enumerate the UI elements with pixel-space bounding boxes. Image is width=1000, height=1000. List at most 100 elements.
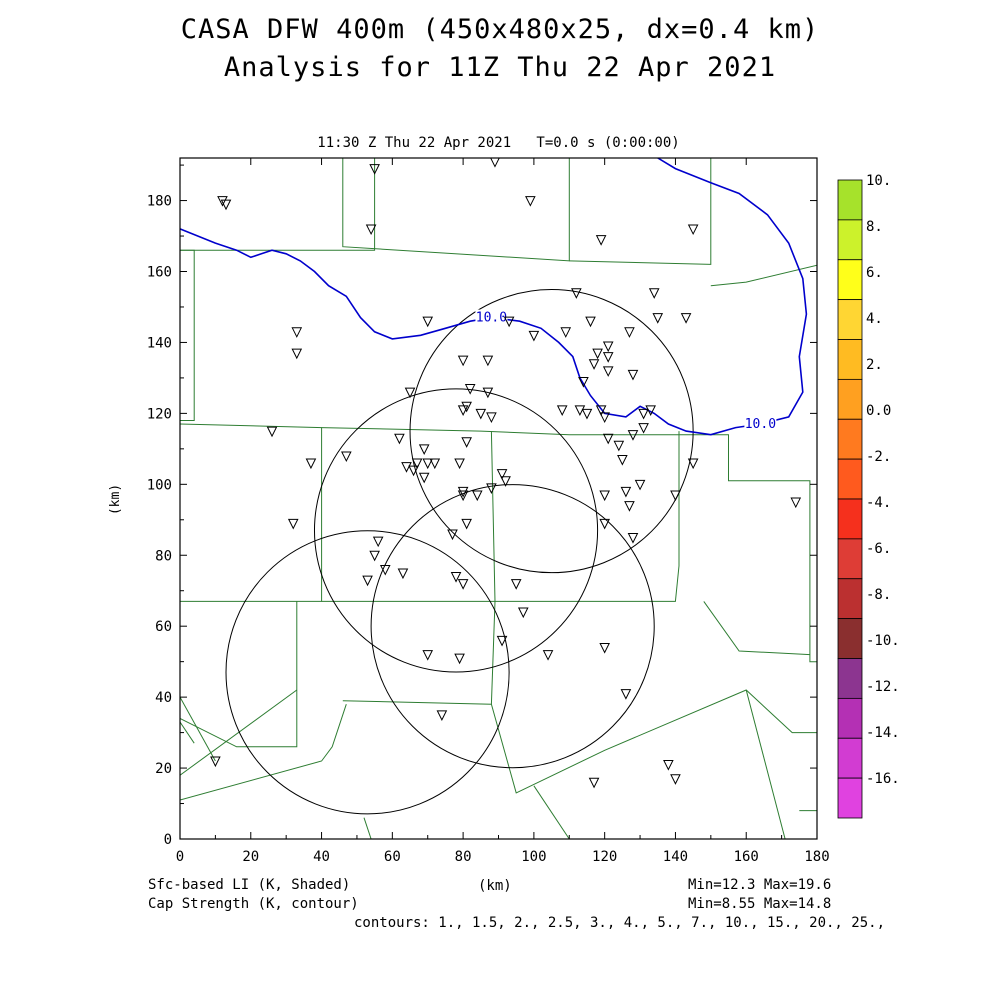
y-tick-label: 0 xyxy=(164,832,172,848)
station-marker xyxy=(638,423,649,434)
station-marker xyxy=(436,710,448,721)
station-marker xyxy=(571,288,582,299)
station-marker xyxy=(500,476,511,487)
county-line xyxy=(180,158,376,251)
colorbar-label: 6. xyxy=(866,265,883,281)
station-marker xyxy=(627,533,639,544)
station-marker xyxy=(613,440,625,452)
county-line xyxy=(180,721,195,744)
radar-rings xyxy=(225,289,694,815)
colorbar-swatch xyxy=(837,697,863,739)
station-marker xyxy=(404,387,416,399)
colorbar-label: 0.0 xyxy=(866,403,891,419)
colorbar-swatch xyxy=(837,339,863,380)
station-marker xyxy=(422,316,434,328)
station-marker xyxy=(627,369,639,381)
colorbar-label: -2. xyxy=(866,449,891,465)
colorbar-label: -16. xyxy=(866,771,900,787)
station-marker xyxy=(556,405,568,416)
station-marker xyxy=(457,579,469,590)
station-marker xyxy=(408,465,419,477)
station-marker xyxy=(362,575,373,587)
plot-area xyxy=(180,158,817,839)
station-marker xyxy=(411,458,423,470)
station-marker xyxy=(482,387,494,399)
station-marker xyxy=(517,607,529,619)
colorbar-label: -10. xyxy=(866,633,900,649)
x-tick-label: 120 xyxy=(592,849,617,865)
contour-line-10 xyxy=(180,158,808,436)
station-marker xyxy=(634,479,646,491)
station-marker xyxy=(454,458,465,470)
radar-ring xyxy=(313,388,599,673)
station-marker xyxy=(490,158,500,168)
colorbar-label: -8. xyxy=(866,587,891,603)
station-marker xyxy=(648,288,660,299)
y-tick-label: 40 xyxy=(155,690,172,706)
station-marker xyxy=(581,408,593,420)
y-tick-label: 20 xyxy=(155,761,172,777)
station-marker xyxy=(461,518,472,530)
y-axis-label: (km) xyxy=(108,483,124,516)
x-tick-label: 180 xyxy=(804,849,829,865)
x-axis-label: (km) xyxy=(478,878,512,894)
station-marker xyxy=(624,501,635,512)
station-marker xyxy=(588,359,600,370)
y-tick-label: 80 xyxy=(155,548,172,564)
plot-subtitle: 11:30 Z Thu 22 Apr 2021 T=0.0 s (0:00:00… xyxy=(317,135,680,151)
x-tick-label: 160 xyxy=(734,849,759,865)
station-marker xyxy=(471,490,483,502)
y-tick-label: 100 xyxy=(147,477,172,493)
colorbar-swatch xyxy=(837,777,863,819)
station-marker xyxy=(670,774,681,785)
colorbar-swatch xyxy=(837,458,863,500)
station-marker xyxy=(217,196,228,207)
station-markers xyxy=(210,158,802,789)
contour-field-range: Min=8.55 Max=14.8 xyxy=(688,896,832,912)
colorbar-label: -14. xyxy=(866,725,900,741)
station-marker xyxy=(305,458,317,470)
station-marker xyxy=(599,490,610,502)
station-marker xyxy=(680,313,692,324)
station-marker xyxy=(652,313,664,324)
county-line xyxy=(363,817,372,839)
colorbar-swatch xyxy=(837,259,863,301)
colorbar-swatch xyxy=(837,618,863,659)
station-marker xyxy=(602,433,614,445)
colorbar-label: -12. xyxy=(866,679,900,695)
colorbar-swatch xyxy=(837,658,863,699)
colorbar-swatch xyxy=(837,378,863,420)
station-marker xyxy=(401,462,412,473)
colorbar-swatch xyxy=(837,219,863,261)
x-tick-label: 0 xyxy=(176,849,184,865)
x-tick-label: 40 xyxy=(313,849,330,865)
station-marker xyxy=(645,405,656,416)
station-marker xyxy=(418,444,430,455)
station-marker xyxy=(496,469,508,480)
shaded-field-label: Sfc-based LI (K, Shaded) xyxy=(148,877,351,893)
station-marker xyxy=(574,405,586,416)
axes: 0 20 40 60 80 100 120 140 160 180 0 20 40 60 80 100 120 1… xyxy=(147,158,830,865)
station-marker xyxy=(372,536,384,548)
colorbar-label: -6. xyxy=(866,541,891,557)
colorbar: 10. 8. 6. 4. 2. 0.0 -2. -4. -6. -8. -10. -12. -14. -1… xyxy=(837,173,900,819)
station-marker xyxy=(464,384,476,395)
county-line xyxy=(321,427,817,663)
contour-label: 10.0 xyxy=(476,311,507,326)
station-marker xyxy=(461,437,472,448)
station-marker xyxy=(454,653,465,665)
station-marker xyxy=(461,401,472,413)
station-marker xyxy=(790,497,802,509)
colorbar-swatch xyxy=(837,299,863,340)
station-marker xyxy=(341,451,352,463)
station-marker xyxy=(638,408,649,420)
station-marker xyxy=(496,635,508,647)
station-marker xyxy=(429,458,441,470)
station-marker xyxy=(291,348,303,360)
x-tick-label: 140 xyxy=(663,849,688,865)
station-marker xyxy=(592,348,603,360)
station-marker xyxy=(528,330,540,342)
station-marker xyxy=(457,490,469,502)
station-marker xyxy=(457,486,469,498)
county-line xyxy=(490,431,496,705)
